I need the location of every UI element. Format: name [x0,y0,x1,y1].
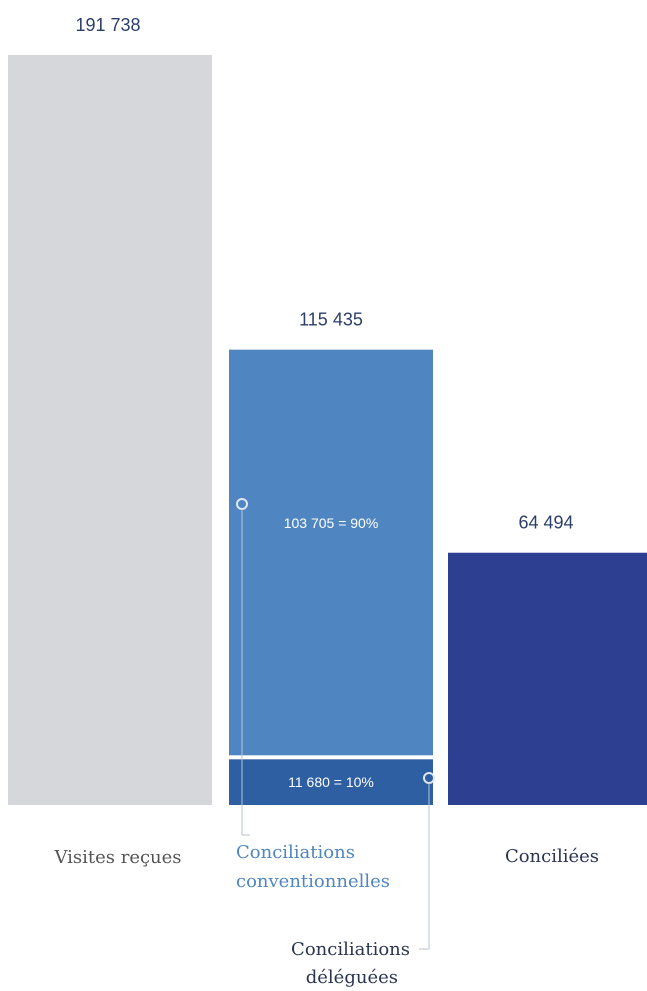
value-label-visites: 191 738 [75,15,140,35]
bar-segment-conventionnelles [229,349,433,756]
category-label-conciliees: Conciliées [505,846,599,867]
bar-segment-deleguees [229,759,433,805]
category-label-conventionnelles-line1: Conciliations [236,842,355,863]
segment-label-deleguees: 11 680 = 10% [288,774,374,790]
category-label-deleguees-line2: déléguées [306,967,398,988]
segment-label-conventionnelles: 103 705 = 90% [284,515,379,531]
bar-conciliees [448,552,647,805]
bar-visites-recues [8,55,212,805]
value-label-conciliees: 64 494 [518,513,573,533]
value-label-conciliations: 115 435 [299,310,363,330]
category-label-deleguees-line1: Conciliations [291,939,410,960]
category-label-conventionnelles-line2: conventionnelles [236,871,390,892]
category-label-visites: Visites reçues [53,847,181,868]
